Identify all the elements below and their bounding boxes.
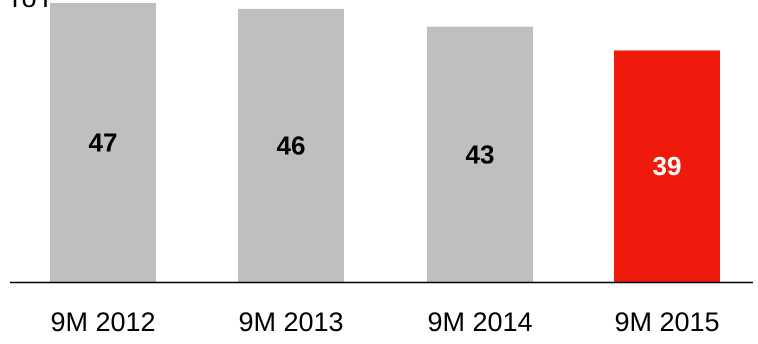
x-tick-label: 9M 2014 [427,307,532,337]
x-tick-label: 9M 2012 [50,307,155,337]
data-label: 46 [277,130,306,160]
chart-title: YoY [6,0,55,13]
data-label: 43 [466,139,495,169]
data-label: 39 [653,151,682,181]
x-tick-labels: 9M 2012 9M 2013 9M 2014 9M 2015 [50,307,719,337]
bar-9m-2013 [238,8,344,282]
x-tick-label: 9M 2013 [238,307,343,337]
bar-9m-2012 [50,2,156,283]
bars-group: 47 46 43 39 [50,2,720,283]
bar-9m-2015 [614,50,720,282]
bar-9m-2014 [427,26,533,282]
x-tick-label: 9M 2015 [614,307,719,337]
data-label: 47 [89,127,118,157]
